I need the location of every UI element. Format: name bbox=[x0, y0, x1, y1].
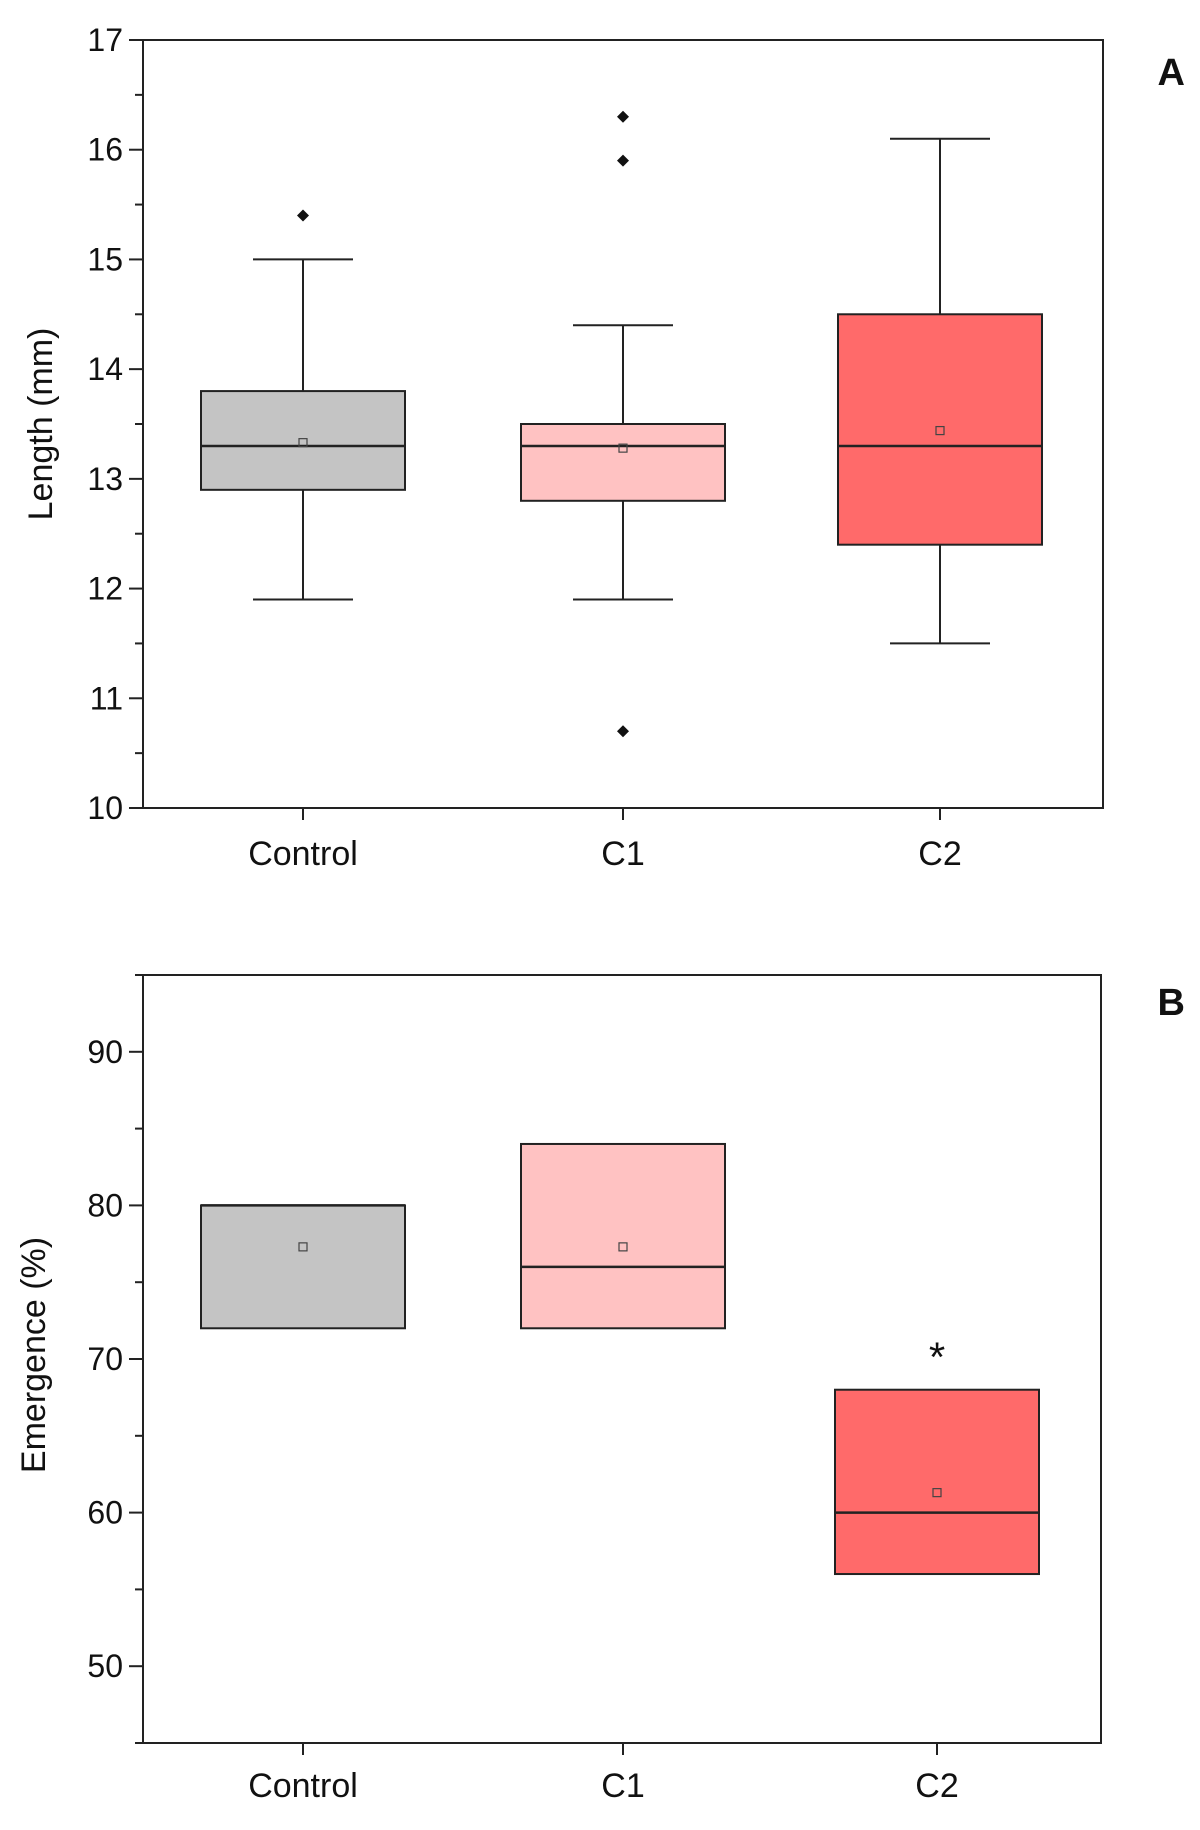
box-c2 bbox=[837, 313, 1043, 546]
box-control bbox=[200, 390, 406, 491]
y-tick-label: 12 bbox=[87, 571, 123, 607]
mean-marker-c2 bbox=[932, 1488, 942, 1498]
mean-marker-c2 bbox=[935, 425, 945, 436]
y-tick-label: 17 bbox=[87, 22, 123, 58]
y-tick-label: 70 bbox=[87, 1341, 123, 1377]
box-c1 bbox=[520, 1142, 726, 1330]
panel-b-marks: * bbox=[200, 1142, 1040, 1576]
y-tick-label: 60 bbox=[87, 1495, 123, 1531]
box-group-c2 bbox=[837, 137, 1043, 645]
y-tick-label: 15 bbox=[87, 241, 123, 277]
panel-a-y-axis-label: Length (mm) bbox=[22, 328, 60, 521]
y-tick-label: 16 bbox=[87, 132, 123, 168]
y-tick-label: 10 bbox=[87, 790, 123, 826]
y-tick-label: 80 bbox=[87, 1187, 123, 1223]
panel-a-ticks: 10 11 12 13 14 15 16 17 bbox=[87, 22, 941, 826]
x-tick-label-c2: C2 bbox=[918, 835, 961, 873]
outlier-point-c1 bbox=[617, 725, 629, 738]
significance-marker-c2: * bbox=[929, 1334, 945, 1381]
box-group-control bbox=[200, 1204, 406, 1330]
mean-marker-control bbox=[298, 438, 308, 448]
box-control bbox=[200, 1204, 406, 1330]
x-tick-label-control: Control bbox=[248, 1767, 358, 1805]
box-c2 bbox=[834, 1388, 1040, 1576]
mean-marker-c1 bbox=[618, 443, 628, 453]
outlier-point-control bbox=[297, 209, 309, 222]
x-tick-label-control: Control bbox=[248, 835, 358, 873]
y-tick-label: 14 bbox=[87, 351, 123, 387]
box-group-c1 bbox=[520, 110, 726, 738]
panel-b-y-axis-label: Emergence (%) bbox=[15, 1237, 53, 1473]
box-group-c1 bbox=[520, 1142, 726, 1330]
x-tick-label-c1: C1 bbox=[601, 835, 644, 873]
x-tick-label-c2: C2 bbox=[915, 1767, 958, 1805]
panel-b-label: B bbox=[1158, 982, 1185, 1024]
y-tick-label: 50 bbox=[87, 1648, 123, 1684]
y-tick-label: 11 bbox=[90, 680, 123, 716]
box-c1 bbox=[520, 423, 726, 502]
panel-a-label: A bbox=[1158, 52, 1185, 94]
mean-marker-c1 bbox=[618, 1242, 628, 1252]
panel-a: 10 11 12 13 14 15 16 17 A Length (mm) Control C… bbox=[22, 22, 1185, 873]
panel-a-marks bbox=[200, 110, 1043, 738]
outlier-point-c1 bbox=[617, 154, 629, 167]
box-group-control bbox=[200, 209, 406, 601]
x-tick-label-c1: C1 bbox=[601, 1767, 644, 1805]
mean-marker-control bbox=[298, 1242, 308, 1252]
y-tick-label: 90 bbox=[87, 1034, 123, 1070]
panel-b-ticks: 50 60 70 80 90 bbox=[87, 974, 938, 1755]
box-group-c2: * bbox=[834, 1334, 1040, 1576]
y-tick-label: 13 bbox=[87, 461, 123, 497]
outlier-point-c1 bbox=[617, 110, 629, 123]
